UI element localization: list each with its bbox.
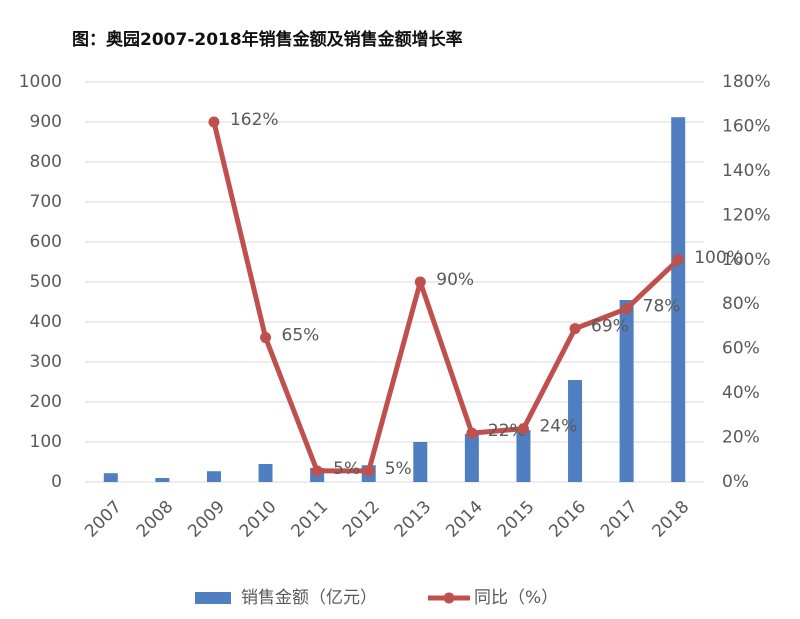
y-tick-label: 100: [30, 432, 62, 452]
y-tick-label: 800: [30, 152, 62, 172]
y2-tick-label: 140%: [722, 161, 771, 181]
x-tick-label: 2018: [649, 497, 694, 542]
y2-tick-label: 180%: [722, 72, 771, 92]
legend-swatch: [443, 592, 455, 604]
line-marker: [621, 303, 633, 315]
x-tick-label: 2009: [184, 497, 229, 542]
y-tick-label: 400: [30, 312, 62, 332]
x-tick-label: 2010: [236, 497, 281, 542]
y2-tick-label: 20%: [722, 428, 760, 448]
line: [211, 121, 680, 474]
bar: [206, 471, 221, 482]
x-tick-label: 2017: [597, 497, 642, 542]
y2-tick-label: 60%: [722, 339, 760, 359]
x-tick-label: 2012: [339, 497, 384, 542]
bar: [568, 380, 583, 482]
y2-tick-label: 100%: [722, 250, 771, 270]
x-tick-label: 2014: [442, 497, 487, 542]
data-label: 24%: [539, 417, 577, 437]
x-tick-label: 2007: [81, 497, 126, 542]
bar: [464, 434, 479, 482]
bar: [671, 117, 686, 482]
data-label: 22%: [488, 421, 526, 441]
y2-tick-label: 0%: [722, 472, 749, 492]
y2-tick-label: 40%: [722, 383, 760, 403]
y-tick-label: 900: [30, 112, 62, 132]
data-label: 69%: [591, 317, 629, 337]
y-tick-label: 1000: [19, 72, 62, 92]
y2-tick-label: 120%: [722, 205, 771, 225]
data-label: 65%: [282, 326, 320, 346]
line-marker: [569, 323, 581, 335]
line-marker: [260, 332, 272, 344]
y2-tick-label: 80%: [722, 294, 760, 314]
line-marker: [466, 427, 478, 439]
y-tick-label: 200: [30, 392, 62, 412]
data-label: 90%: [436, 270, 474, 290]
line-marker: [672, 254, 684, 266]
line-marker: [363, 465, 375, 477]
data-label: 5%: [333, 459, 360, 479]
legend-label: 销售金额（亿元）: [241, 588, 377, 608]
legend-swatch: [195, 592, 231, 604]
bar: [258, 464, 273, 482]
y-tick-label: 600: [30, 232, 62, 252]
chart-title: 图：奥园2007-2018年销售金额及销售金额增长率: [72, 29, 463, 50]
line-marker: [311, 465, 323, 477]
data-label: 100%: [694, 248, 743, 268]
y-tick-label: 300: [30, 352, 62, 372]
line-marker: [414, 276, 426, 288]
bar: [619, 300, 634, 482]
x-tick-label: 2016: [545, 497, 590, 542]
x-tick-label: 2011: [287, 497, 332, 542]
data-label: 5%: [385, 459, 412, 479]
line-marker: [208, 116, 220, 128]
bar: [516, 430, 531, 482]
y-tick-label: 500: [30, 272, 62, 292]
bar: [413, 442, 428, 482]
y-tick-label: 0: [51, 472, 62, 492]
data-label: 162%: [230, 110, 279, 130]
y-tick-label: 700: [30, 192, 62, 212]
legend-label: 同比（%）: [474, 588, 558, 608]
bar: [103, 473, 118, 482]
x-tick-label: 2008: [133, 497, 178, 542]
x-tick-label: 2013: [391, 497, 436, 542]
bar: [155, 478, 170, 482]
data-label: 78%: [643, 297, 681, 317]
x-tick-label: 2015: [494, 497, 539, 542]
line-marker: [517, 423, 529, 435]
y2-tick-label: 160%: [722, 116, 771, 136]
